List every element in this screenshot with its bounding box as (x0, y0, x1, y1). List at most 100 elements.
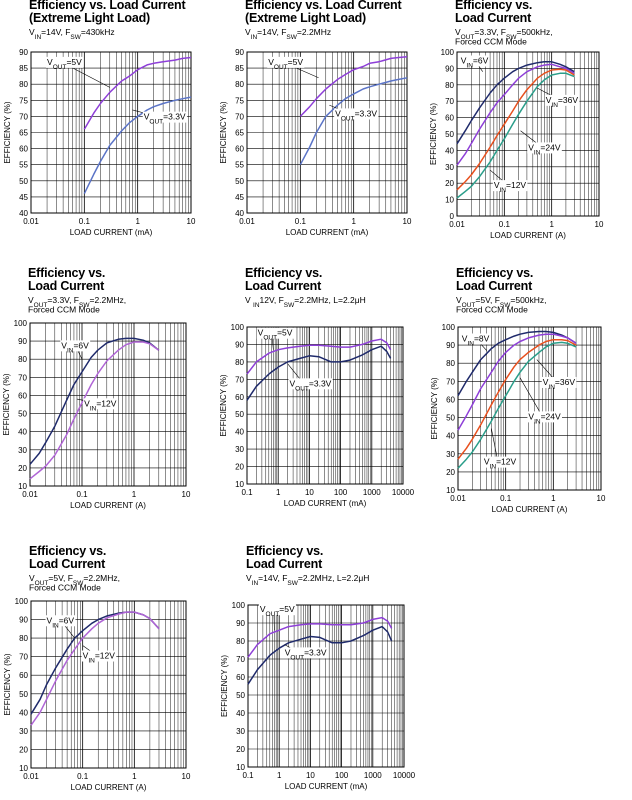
y-tick-label: 50 (235, 410, 244, 419)
y-tick-label: 80 (19, 634, 28, 643)
y-tick-label: 65 (19, 129, 28, 138)
series-annotation: VIN=24V (528, 411, 561, 425)
y-tick-label: 80 (445, 81, 454, 90)
plot-frame (246, 326, 404, 485)
y-tick-label: 20 (235, 463, 244, 472)
chart-1: Efficiency vs. Load Current(Extreme Ligh… (3, 0, 196, 237)
series-annotation: VOUT=3.3V (289, 378, 331, 392)
series-line (246, 345, 392, 401)
y-tick-label: 60 (18, 391, 27, 400)
annotation-bg (267, 56, 305, 68)
series-line (83, 96, 192, 195)
y-tick-label: 45 (19, 193, 28, 202)
y-tick-label: 100 (441, 48, 455, 57)
y-tick-label: 70 (445, 97, 454, 106)
series-line (457, 338, 577, 460)
annotation-bg (460, 333, 491, 345)
annotation-bg (60, 340, 91, 352)
series-line (456, 61, 575, 145)
chart-title: Load Current (246, 557, 323, 571)
plot-frame (30, 600, 187, 769)
y-tick-label: 90 (18, 337, 27, 346)
x-axis-label: LOAD CURRENT (A) (492, 505, 568, 514)
series-line (456, 68, 575, 191)
annotation-bg (256, 327, 294, 339)
chart-title: (Extreme Light Load) (29, 11, 150, 25)
y-tick-label: 50 (236, 691, 245, 700)
y-tick-label: 90 (19, 616, 28, 625)
y-tick-label: 40 (235, 209, 244, 218)
series-annotation: VIN=8V (462, 333, 490, 347)
x-tick-label: 10 (187, 217, 196, 226)
chart-title: (Extreme Light Load) (245, 11, 366, 25)
x-tick-label: 10000 (392, 488, 415, 497)
y-tick-label: 100 (14, 319, 28, 328)
x-tick-label: 0.01 (22, 490, 38, 499)
y-tick-label: 30 (19, 727, 28, 736)
y-tick-label: 100 (232, 601, 246, 610)
series-annotation: VIN=6V (61, 340, 89, 354)
series-annotation: VIN=12V (494, 180, 527, 194)
y-axis-label: EFFICIENCY (%) (219, 374, 228, 436)
y-tick-label: 90 (446, 341, 455, 350)
series-annotation: VOUT=3.3V (144, 112, 186, 126)
chart-7: Efficiency vs.Load Current VOUT=5V, FSW=2… (3, 544, 191, 792)
chart-title: Efficiency vs. (455, 0, 532, 12)
y-tick-label: 50 (446, 414, 455, 423)
y-tick-label: 40 (19, 708, 28, 717)
x-tick-label: 10 (403, 217, 412, 226)
x-axis-label: LOAD CURRENT (A) (490, 231, 566, 240)
y-tick-label: 70 (446, 377, 455, 386)
y-tick-label: 80 (19, 80, 28, 89)
y-tick-label: 30 (236, 727, 245, 736)
chart-subtitle: VIN=14V, FSW=2.2MHz (245, 27, 331, 41)
annotation-bg (45, 615, 76, 627)
series-line (30, 611, 160, 726)
x-tick-label: 100 (335, 771, 349, 780)
series-line (299, 56, 408, 117)
x-tick-label: 0.01 (450, 494, 466, 503)
y-tick-label: 60 (236, 673, 245, 682)
x-tick-label: 0.1 (500, 494, 512, 503)
series-annotation: VOUT=5V (268, 57, 303, 71)
chart-title: Load Current (455, 11, 532, 25)
y-tick-label: 80 (236, 637, 245, 646)
x-tick-label: 1 (549, 220, 554, 229)
y-tick-label: 70 (18, 373, 27, 382)
y-tick-label: 60 (19, 145, 28, 154)
y-tick-label: 70 (19, 112, 28, 121)
series-annotation: VIN=36V (546, 95, 579, 109)
series-annotation: VIN=36V (543, 377, 576, 391)
x-tick-label: 1 (132, 772, 137, 781)
x-tick-label: 0.01 (239, 217, 255, 226)
chart-5: Efficiency vs.Load Current V IN12V, FSW=2… (219, 266, 415, 508)
annotation-bg (527, 411, 562, 423)
y-tick-label: 80 (235, 358, 244, 367)
chart-title: Efficiency vs. Load Current (245, 0, 402, 12)
plot-frame (30, 51, 192, 214)
y-tick-label: 10 (446, 486, 455, 495)
x-axis-label: LOAD CURRENT (mA) (284, 499, 367, 508)
y-tick-label: 90 (236, 619, 245, 628)
series-annotation: VIN=12V (84, 398, 117, 412)
x-axis-label: LOAD CURRENT (mA) (285, 782, 368, 791)
y-tick-label: 65 (235, 129, 244, 138)
y-tick-label: 70 (236, 655, 245, 664)
y-tick-label: 70 (19, 653, 28, 662)
y-tick-label: 55 (19, 161, 28, 170)
series-line (299, 77, 408, 166)
y-tick-label: 50 (18, 410, 27, 419)
y-tick-label: 85 (235, 64, 244, 73)
y-tick-label: 0 (450, 212, 455, 221)
y-tick-label: 60 (235, 145, 244, 154)
x-tick-label: 0.1 (241, 488, 253, 497)
y-tick-label: 10 (236, 763, 245, 772)
series-annotation: VOUT=5V (258, 328, 293, 342)
x-tick-label: 0.1 (242, 771, 254, 780)
y-tick-label: 30 (235, 445, 244, 454)
y-tick-label: 50 (19, 177, 28, 186)
annotation-bg (482, 456, 518, 468)
y-tick-label: 70 (235, 375, 244, 384)
y-tick-label: 20 (446, 468, 455, 477)
